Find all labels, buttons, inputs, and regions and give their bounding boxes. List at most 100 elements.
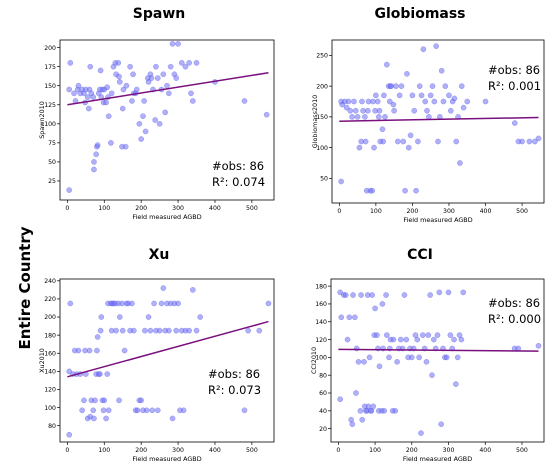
- data-point: [420, 46, 427, 53]
- data-point: [401, 292, 408, 298]
- data-point: [142, 128, 149, 135]
- data-point: [369, 187, 376, 194]
- data-point: [360, 107, 366, 114]
- y-tick-label: 50: [48, 159, 56, 166]
- data-point: [188, 90, 194, 97]
- data-point: [143, 407, 150, 414]
- data-point: [256, 327, 263, 334]
- data-point: [97, 67, 104, 74]
- data-point: [346, 314, 353, 321]
- y-tick-label: 150: [316, 114, 328, 121]
- data-point: [87, 63, 94, 70]
- data-point: [67, 300, 74, 307]
- y-tick-label: 80: [319, 372, 327, 379]
- data-point: [180, 407, 187, 414]
- data-point: [453, 138, 460, 145]
- y-tick-label: 180: [44, 332, 56, 339]
- data-point: [145, 314, 152, 320]
- data-point: [75, 347, 82, 354]
- data-point: [116, 73, 122, 80]
- data-point: [427, 92, 434, 99]
- data-point: [182, 63, 189, 70]
- side-label: Entire Country: [16, 226, 34, 349]
- data-point: [397, 336, 404, 343]
- data-point: [446, 92, 452, 99]
- r-squared-label: R²: 0.001: [488, 79, 541, 93]
- data-point: [85, 105, 92, 112]
- data-point: [90, 407, 97, 414]
- data-point: [351, 98, 357, 105]
- data-point: [362, 138, 369, 145]
- x-tick-label: 500: [246, 447, 258, 454]
- data-point: [160, 285, 167, 291]
- data-point: [105, 407, 112, 414]
- y-axis-label: CCI2010: [310, 347, 318, 374]
- data-point: [424, 107, 430, 114]
- regression-line: [67, 320, 269, 378]
- data-point: [535, 343, 542, 349]
- data-point: [445, 289, 452, 296]
- data-point: [100, 407, 107, 414]
- chart-title: Xu: [149, 247, 170, 263]
- data-point: [342, 292, 349, 298]
- data-point: [431, 336, 437, 343]
- data-point: [451, 95, 458, 102]
- data-point: [359, 98, 365, 105]
- data-point: [375, 114, 382, 120]
- data-point: [416, 83, 423, 89]
- data-point: [392, 408, 399, 414]
- data-point: [130, 327, 137, 334]
- data-point: [169, 41, 176, 47]
- data-point: [402, 187, 408, 194]
- data-point: [372, 305, 378, 312]
- data-point: [152, 117, 158, 123]
- data-point: [263, 111, 270, 118]
- data-point: [175, 41, 181, 47]
- data-point: [241, 98, 248, 104]
- data-point: [438, 421, 444, 427]
- data-point: [265, 300, 272, 307]
- x-axis-label: Field measured AGBD: [403, 455, 472, 463]
- data-point: [353, 390, 359, 396]
- data-point: [121, 347, 128, 354]
- data-point: [91, 159, 97, 165]
- x-tick-label: 300: [172, 447, 184, 454]
- data-point: [429, 372, 435, 378]
- data-point: [133, 86, 140, 93]
- data-point: [352, 107, 359, 114]
- data-point: [71, 90, 77, 97]
- data-point: [190, 287, 196, 293]
- x-tick-label: 400: [479, 447, 491, 454]
- r-squared-label: R²: 0.074: [212, 175, 265, 189]
- data-point: [454, 354, 461, 361]
- data-point: [116, 79, 123, 85]
- data-point: [443, 354, 450, 361]
- y-tick-label: 40: [319, 408, 327, 415]
- data-point: [147, 327, 154, 334]
- data-point: [511, 120, 518, 126]
- y-tick-label: 180: [315, 283, 327, 290]
- data-point: [104, 84, 111, 91]
- data-point: [138, 136, 144, 142]
- x-tick-label: 400: [480, 208, 492, 215]
- data-point: [409, 92, 416, 99]
- x-axis-label: Field measured AGBD: [403, 216, 472, 224]
- data-point: [91, 415, 97, 422]
- data-point: [355, 359, 362, 365]
- r-squared-label: R²: 0.000: [488, 312, 541, 326]
- obs-count-label: #obs: 86: [488, 296, 540, 310]
- data-point: [390, 101, 397, 108]
- x-tick-label: 0: [337, 208, 341, 215]
- data-point: [119, 105, 126, 112]
- data-point: [381, 408, 388, 414]
- data-point: [349, 421, 356, 427]
- data-point: [451, 336, 457, 343]
- data-point: [388, 83, 395, 89]
- data-point: [66, 431, 73, 438]
- data-point: [105, 113, 112, 119]
- y-tick-label: 80: [48, 423, 56, 430]
- regression-line: [338, 348, 539, 352]
- data-point: [442, 83, 449, 89]
- data-point: [347, 107, 354, 114]
- chart-panel: Globiomass 0 100 200 300 400 500 50 100 150 200 250…: [311, 6, 545, 224]
